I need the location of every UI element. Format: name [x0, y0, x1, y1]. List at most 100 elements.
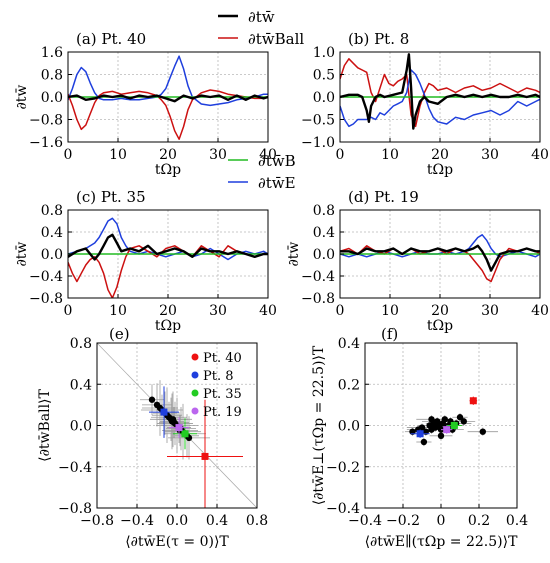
- highlight-point: [160, 408, 168, 416]
- y-axis-label: ∂tw̄: [286, 242, 302, 267]
- x-axis-label: tΩp: [427, 318, 453, 334]
- legend-marker: [191, 407, 199, 415]
- y-tick-label: −0.4: [301, 269, 335, 285]
- series-Ball-line: [68, 89, 268, 140]
- x-tick-label: 0.8: [246, 513, 268, 529]
- x-tick-label: 30: [209, 147, 227, 163]
- x-tick-label: 0.0: [166, 513, 188, 529]
- legend-top: ∂tw̄ ∂tw̄Ball: [218, 8, 304, 48]
- plot-area: [68, 217, 268, 298]
- y-tick-label: 0.8: [41, 68, 63, 84]
- x-tick-label: 40: [531, 147, 549, 163]
- panel-0: 0 10 20 30 40 1.6 0.8 0.0 −0.8 −1.6 (a) Pt. 40 tΩp ∂…: [14, 30, 277, 178]
- panel-3: 0 10 20 30 40 0.8 0.4 0.0 −0.4 −0.8 (d) Pt. 19 tΩp ∂…: [286, 188, 549, 334]
- y-tick-label: −0.2: [326, 460, 360, 476]
- x-tick-label: 40: [259, 147, 277, 163]
- y-tick-label: −0.8: [58, 501, 92, 517]
- y-tick-label: −0.4: [58, 460, 92, 476]
- data-point: [441, 416, 448, 423]
- series-total-line: [340, 53, 540, 130]
- data-point: [148, 396, 156, 403]
- x-tick-label: 20: [159, 147, 177, 163]
- data-point: [418, 424, 426, 431]
- panel-4: −0.8 −0.4 0.0 0.4 0.8 0.8 0.4 0.0 −0.4 −0.8 (e) ⟨∂t…: [37, 325, 268, 550]
- panel-title: (d) Pt. 19: [348, 188, 419, 206]
- x-axis-label: tΩp: [155, 318, 181, 334]
- x-tick-label: 10: [381, 147, 399, 163]
- highlight-point: [416, 430, 424, 438]
- x-tick-label: −0.4: [348, 513, 382, 529]
- x-axis-label: ⟨∂tw̄E∥(τΩp = 22.5)⟩T: [365, 534, 519, 550]
- y-tick-label: −0.8: [301, 291, 335, 307]
- x-tick-label: 30: [209, 303, 227, 319]
- plot-area: [68, 55, 268, 140]
- y-axis-label: ⟨∂tw̄E⊥(τΩp = 22.5)⟩T: [311, 345, 327, 505]
- data-point: [169, 416, 177, 423]
- series-Ball-line: [340, 58, 540, 128]
- plot-area: [340, 53, 540, 130]
- data-point: [460, 418, 467, 425]
- legend-label: Pt. 40: [203, 351, 242, 366]
- series-Ball-line: [68, 245, 268, 298]
- y-axis-label: ∂tw̄: [14, 85, 30, 110]
- x-tick-label: 0.2: [468, 513, 490, 529]
- x-tick-label: 0: [336, 303, 345, 319]
- data-point: [456, 414, 464, 421]
- panel-title: (a) Pt. 40: [76, 30, 146, 48]
- x-tick-label: 10: [109, 303, 127, 319]
- legend-label: Pt. 8: [203, 369, 234, 384]
- series-E-line: [68, 217, 268, 261]
- legend-marker: [191, 389, 199, 397]
- y-tick-label: 0.0: [41, 90, 63, 106]
- highlight-point: [443, 426, 451, 434]
- panel-title: (b) Pt. 8: [348, 30, 409, 48]
- y-tick-label: −1.6: [29, 135, 63, 151]
- legend-mid: ∂tw̄B ∂tw̄E: [228, 152, 296, 192]
- y-tick-label: 0.4: [70, 377, 92, 393]
- legend-e-label: ∂tw̄E: [258, 174, 296, 192]
- x-tick-label: 0: [64, 147, 73, 163]
- y-tick-label: 0.8: [70, 336, 92, 352]
- legend-label: Pt. 19: [203, 405, 242, 420]
- panel-title: (f): [381, 325, 398, 343]
- x-tick-label: 0.4: [206, 513, 228, 529]
- x-tick-label: 20: [431, 303, 449, 319]
- x-tick-label: 0: [437, 513, 446, 529]
- x-axis-label: tΩp: [155, 162, 181, 178]
- y-axis-label: ∂tw̄: [14, 242, 30, 267]
- data-point: [437, 432, 445, 440]
- y-tick-label: 0.0: [313, 90, 335, 106]
- plot-area: [404, 396, 498, 447]
- x-tick-label: 30: [481, 303, 499, 319]
- y-tick-label: −0.4: [326, 501, 360, 517]
- y-tick-label: 0.0: [313, 247, 335, 263]
- data-point: [428, 416, 435, 423]
- y-tick-label: 0.4: [313, 225, 335, 241]
- x-tick-label: 40: [259, 303, 277, 319]
- legend-total-label: ∂tw̄: [248, 8, 275, 26]
- x-tick-label: 20: [431, 147, 449, 163]
- panel-5: −0.4 −0.2 0 0.2 0.40.40.20.0−0.2−0.4(f)⟨∂tw̄…: [311, 325, 528, 550]
- y-tick-label: 1.0: [313, 45, 335, 61]
- highlight-point: [450, 422, 458, 429]
- y-tick-label: −0.8: [29, 291, 63, 307]
- data-point: [420, 438, 428, 446]
- x-tick-label: 20: [159, 303, 177, 319]
- y-axis-label: ⟨∂tw̄Ball⟩T: [37, 388, 53, 461]
- x-tick-label: 0: [336, 147, 345, 163]
- y-tick-label: 0.0: [41, 247, 63, 263]
- y-tick-label: 0.2: [338, 377, 360, 393]
- x-tick-label: 10: [381, 303, 399, 319]
- y-tick-label: 1.6: [41, 45, 63, 61]
- y-tick-label: 0.0: [70, 419, 92, 435]
- highlight-point: [201, 452, 209, 460]
- panels: 0 10 20 30 40 1.6 0.8 0.0 −0.8 −1.6 (a) Pt. 40 tΩp ∂…: [14, 30, 549, 550]
- legend-marker: [191, 371, 199, 379]
- x-tick-label: −0.2: [386, 513, 420, 529]
- x-tick-label: −0.8: [80, 513, 114, 529]
- x-tick-label: −0.4: [120, 513, 154, 529]
- series-total-line: [68, 233, 268, 261]
- series-total-line: [340, 244, 540, 272]
- x-tick-label: 0.4: [506, 513, 528, 529]
